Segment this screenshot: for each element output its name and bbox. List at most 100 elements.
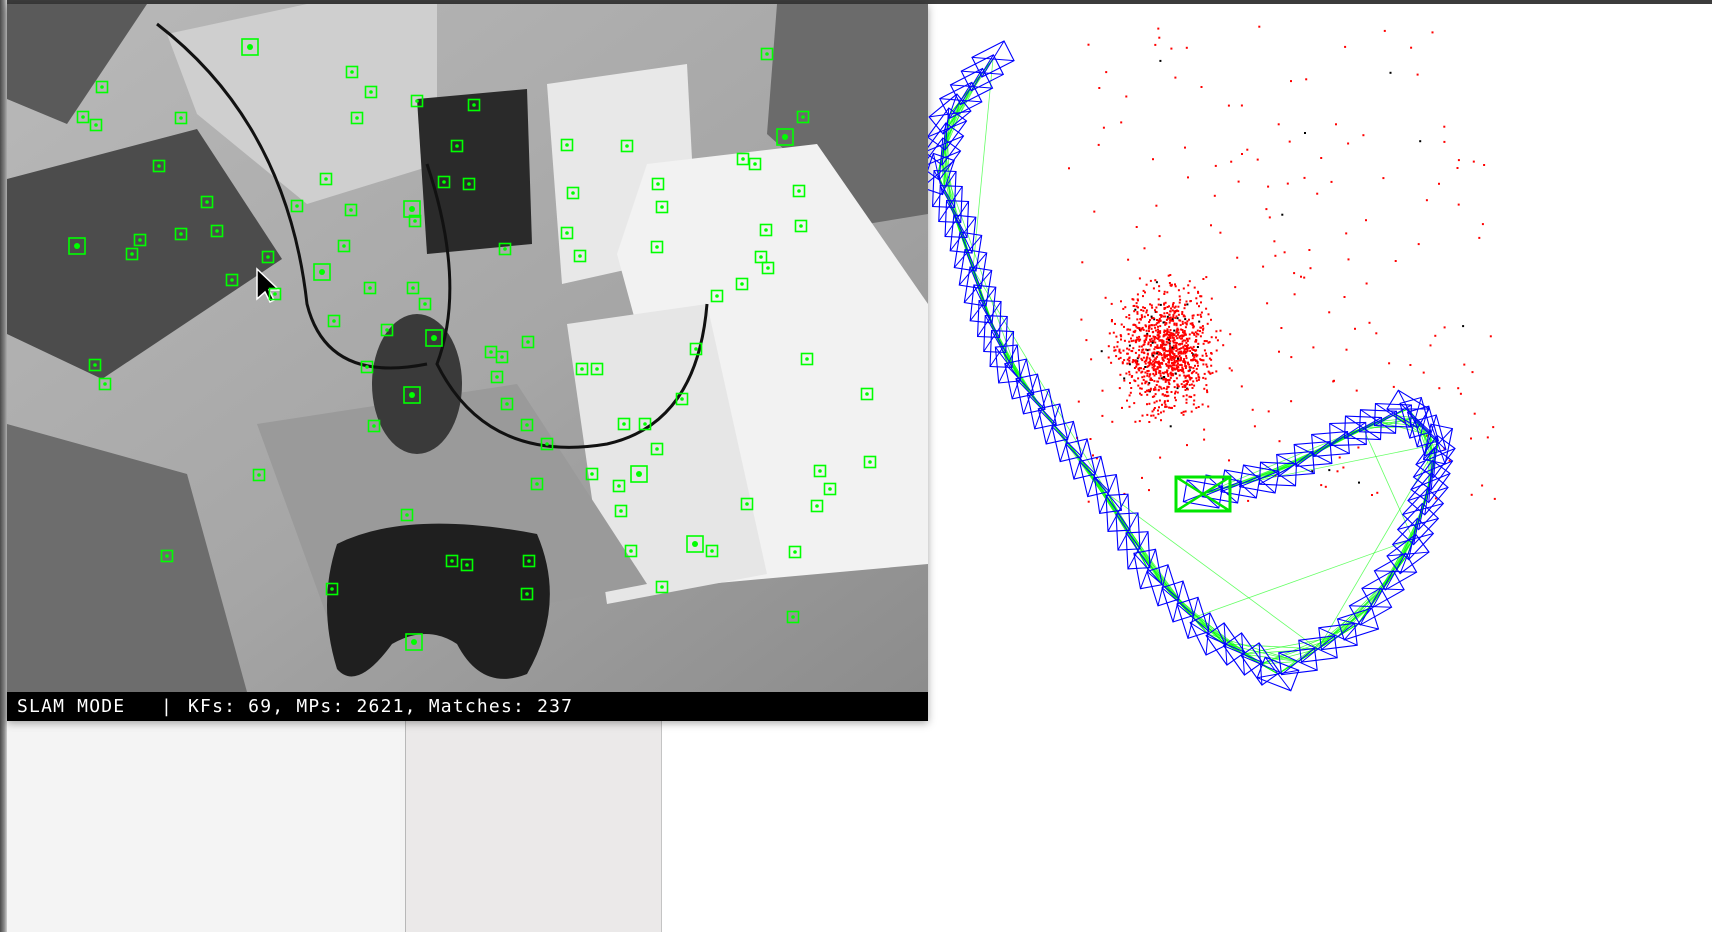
map-point (1113, 349, 1116, 352)
feature-marker (650, 240, 664, 254)
map-point (1168, 325, 1171, 328)
map-point (1277, 123, 1280, 126)
map-point (1206, 365, 1209, 368)
map-point (1085, 339, 1088, 342)
feature-point (619, 509, 623, 513)
map-point (1155, 306, 1158, 309)
map-point (1162, 321, 1165, 324)
feature-marker (810, 499, 824, 513)
map-point (1114, 322, 1116, 325)
map-point (1175, 347, 1178, 349)
map-point (1122, 307, 1125, 310)
keyframe-frustum (1298, 635, 1338, 663)
feature-point (766, 266, 770, 270)
map-point (1200, 86, 1203, 88)
feature-marker (540, 437, 554, 451)
map-point (1234, 286, 1237, 289)
map-point (1188, 333, 1191, 336)
keyframe-frustum (976, 299, 1002, 339)
map-point (1126, 358, 1129, 361)
feature-marker (754, 250, 768, 264)
feature-point (500, 355, 504, 359)
feature-marker (786, 610, 800, 624)
map-point (1169, 348, 1172, 351)
map-point (1201, 403, 1204, 406)
keyframe-frustum (1065, 438, 1096, 480)
map-point (1202, 278, 1205, 280)
current-frame-window[interactable]: SLAM MODE | KFs: 69, MPs: 2621, Matches:… (7, 4, 928, 721)
keyframe-frustum (1176, 596, 1210, 639)
map-point (1155, 400, 1158, 403)
map-point (1200, 359, 1203, 361)
feature-point (759, 255, 763, 259)
map-point (1142, 295, 1144, 298)
map-point (1184, 333, 1187, 336)
tracked-features (68, 38, 877, 651)
keyframe-rays (1133, 549, 1163, 589)
map-point (1205, 307, 1208, 310)
keyframe-frustum (1093, 473, 1123, 515)
feature-marker (498, 242, 512, 256)
map-point (1132, 347, 1135, 350)
map-point (1210, 336, 1213, 339)
keyframe-frustum (1026, 388, 1057, 430)
map-point (1283, 251, 1286, 254)
map-point (1150, 327, 1153, 330)
map-point (1158, 36, 1161, 39)
map-point (1136, 312, 1139, 315)
map-point (1182, 395, 1185, 398)
covisibility-edge (972, 58, 994, 270)
map-point (1138, 367, 1141, 369)
map-point (1149, 319, 1151, 322)
feature-point (215, 229, 219, 233)
map-point (1202, 376, 1205, 379)
feature-marker (125, 247, 139, 261)
map-point (1169, 355, 1172, 358)
map-point (1154, 43, 1157, 46)
map-point (1188, 337, 1191, 340)
map-point (1195, 379, 1198, 382)
map-point (1365, 219, 1367, 222)
map-point (1178, 348, 1181, 350)
map-point (1184, 384, 1187, 387)
feature-point (266, 255, 270, 259)
feature-marker (813, 464, 827, 478)
map-point (1155, 204, 1158, 207)
map-point (1186, 444, 1188, 447)
map-point (1178, 355, 1181, 357)
map-point (1164, 349, 1167, 352)
map-point (1186, 379, 1189, 382)
map-point (1171, 333, 1174, 336)
map-point (1141, 476, 1143, 479)
map-point (1365, 282, 1368, 285)
map-viewer[interactable] (928, 4, 1712, 932)
map-point (1174, 76, 1177, 79)
map-point (1167, 366, 1170, 369)
map-point (1183, 374, 1186, 377)
keyframe-rays (961, 54, 1004, 92)
map-point (1169, 274, 1172, 276)
map-point (1153, 395, 1156, 398)
map-point (1180, 347, 1183, 350)
map-point (1211, 371, 1214, 374)
map-point (1185, 398, 1188, 401)
map-point (1132, 298, 1135, 301)
map-point (1169, 353, 1171, 356)
map-point (1300, 275, 1302, 278)
map-point (1184, 332, 1187, 335)
keyframe-rays (953, 231, 983, 272)
map-point (1147, 314, 1149, 317)
covisibility-edge (1202, 463, 1296, 495)
background-object (7, 4, 147, 124)
keyframe-frustum (1161, 580, 1195, 623)
map-point (1152, 340, 1155, 343)
map-point (1140, 371, 1143, 374)
map-point (1188, 366, 1191, 369)
map-point (1459, 392, 1462, 395)
map-point (1136, 293, 1139, 296)
map-point (1180, 357, 1183, 360)
map-point (1168, 282, 1171, 284)
map-point (1166, 317, 1169, 320)
map-point (1208, 341, 1211, 344)
keyframe-frustum (1348, 587, 1393, 626)
